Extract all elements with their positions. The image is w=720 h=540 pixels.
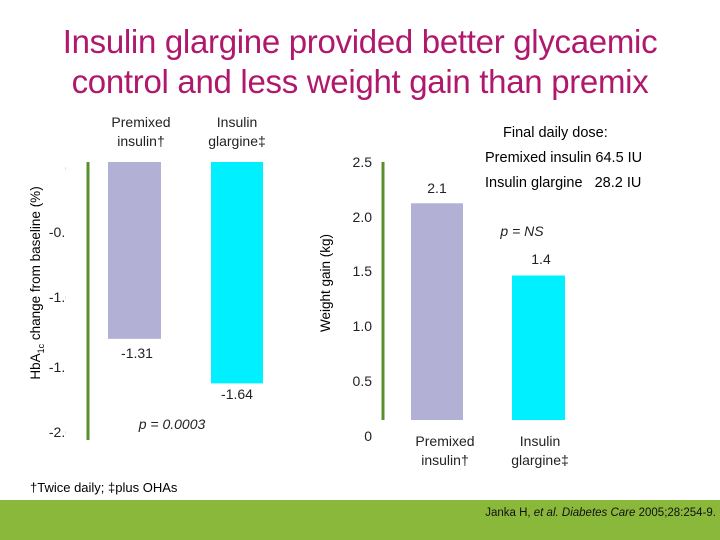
weight-bar-premixed [411, 203, 463, 420]
dose-glargine: Insulin glargine 28.2 IU [485, 175, 642, 191]
dose-heading: Final daily dose: [503, 125, 608, 141]
weight-ytick-4: 0.5 [353, 373, 373, 389]
final-dose-box: Final daily dose: Premixed insulin 64.5 … [485, 121, 720, 196]
hba1c-label-sub: 1c [36, 343, 46, 353]
hba1c-label-pre: HbA [28, 353, 43, 379]
weight-ytick-1: 2.0 [353, 209, 373, 225]
weight-category-2-line1: Insulin [520, 433, 560, 449]
citation-authors: Janka H, [485, 507, 534, 519]
hba1c-value-label-glargine: -1.64 [221, 386, 253, 402]
hba1c-p-value: p = 0.0003 [138, 416, 206, 432]
footnote: †Twice daily; ‡plus OHAs [30, 480, 178, 495]
citation-details: 2005;28:254-9. [635, 507, 716, 519]
title-line-1: Insulin glargine provided better glycaem… [62, 23, 658, 60]
citation: Janka H, et al. Diabetes Care 2005;28:25… [485, 507, 716, 519]
citation-etal: et al. [533, 507, 559, 519]
weight-value-label-premixed: 2.1 [427, 180, 447, 196]
weight-ytick-5: 0 [364, 428, 372, 444]
hba1c-y-axis [66, 160, 90, 442]
weight-bar-glargine [512, 275, 565, 420]
weight-y-axis-label: Weight gain (kg) [318, 234, 333, 332]
hba1c-chart: HbA1c change from baseline (%) 0 -0.5 -1… [28, 114, 266, 442]
hba1c-value-label-premixed: -1.31 [121, 345, 153, 361]
hba1c-label-post: change from baseline (%) [28, 186, 43, 344]
hba1c-category-1-line1: Premixed [111, 114, 170, 130]
weight-value-label-glargine: 1.4 [531, 251, 551, 267]
weight-ytick-0: 2.5 [353, 154, 373, 170]
slide-title: Insulin glargine provided better glycaem… [0, 22, 720, 102]
hba1c-category-1-line2: insulin† [117, 133, 164, 149]
weight-category-2-line2: glargine‡ [511, 452, 569, 468]
weight-category-1-line2: insulin† [421, 452, 468, 468]
footer-bar [0, 500, 720, 540]
weight-ytick-2: 1.5 [353, 263, 373, 279]
hba1c-bar-premixed [108, 162, 161, 339]
hba1c-category-2-line2: glargine‡ [208, 133, 266, 149]
weight-p-value: p = NS [499, 223, 544, 239]
weight-ytick-3: 1.0 [353, 318, 373, 334]
dose-premixed: Premixed insulin 64.5 IU [485, 150, 643, 166]
hba1c-category-2-line1: Insulin [217, 114, 257, 130]
hba1c-y-axis-label: HbA1c change from baseline (%) [28, 186, 46, 379]
title-line-2: control and less weight gain than premix [71, 63, 649, 100]
hba1c-bar-glargine [211, 162, 263, 384]
weight-chart: Weight gain (kg) 2.5 2.0 1.5 1.0 0.5 0 2… [318, 154, 569, 468]
weight-category-1-line1: Premixed [415, 433, 474, 449]
citation-journal: Diabetes Care [558, 507, 636, 519]
